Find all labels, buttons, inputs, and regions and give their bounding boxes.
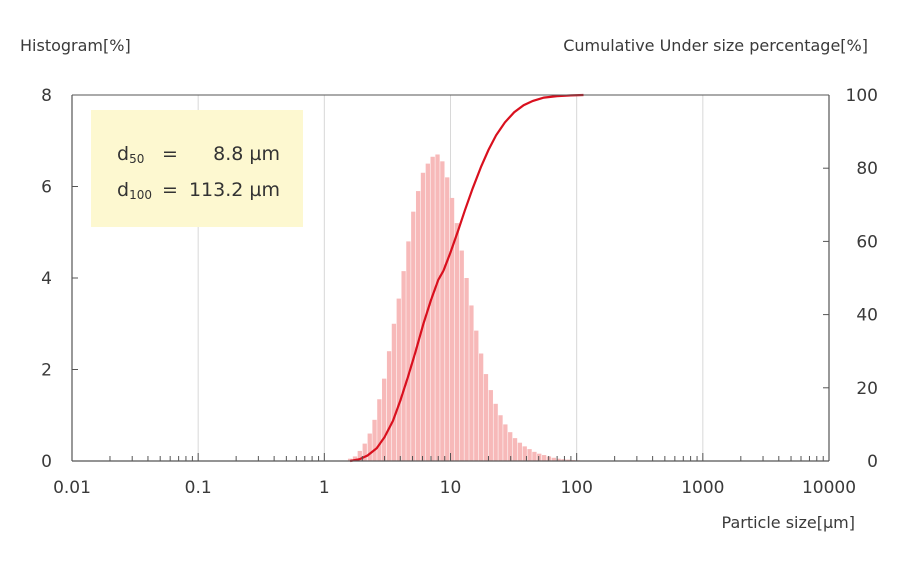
left-axis-title: Histogram[%] (20, 36, 131, 55)
histogram-bar (508, 432, 513, 461)
x-tick-label: 1 (319, 478, 330, 498)
right-tick-label: 40 (856, 306, 878, 326)
histogram-bar (435, 154, 440, 461)
right-axis-title: Cumulative Under size percentage[%] (563, 36, 868, 55)
histogram-bar (493, 403, 498, 461)
histogram-bar (474, 330, 479, 461)
histogram-bar (377, 399, 382, 461)
histogram-bar (537, 453, 542, 461)
left-tick-label: 2 (41, 361, 52, 381)
histogram-bar (503, 424, 508, 461)
histogram-bar (551, 457, 556, 461)
x-tick-label: 10000 (802, 478, 856, 498)
histogram-bar (459, 250, 464, 461)
right-tick-label: 0 (867, 452, 878, 472)
x-tick-label: 10 (440, 478, 462, 498)
d100-value: 113.2 µm (189, 179, 280, 201)
histogram-bar (483, 374, 489, 461)
d100-equals: = (162, 179, 178, 201)
histogram-bar (561, 459, 566, 461)
right-tick-label: 60 (856, 232, 878, 252)
histogram-bar (488, 390, 493, 461)
x-axis-title: Particle size[µm] (722, 513, 855, 532)
histogram-bar (386, 351, 392, 461)
histogram-bar (411, 211, 416, 461)
histogram-bar (382, 378, 387, 461)
right-tick-label: 100 (846, 86, 878, 106)
x-tick-label: 1000 (681, 478, 724, 498)
histogram-bar (440, 161, 445, 461)
histogram-bar (469, 305, 474, 461)
histogram-bars (347, 154, 590, 461)
histogram-bar (464, 278, 469, 461)
left-tick-label: 6 (41, 178, 52, 198)
histogram-bar (406, 241, 411, 461)
histogram-bar (415, 191, 421, 461)
d50-label: d50 (117, 143, 144, 166)
histogram-bar (445, 177, 450, 461)
histogram-bar (352, 456, 358, 461)
right-tick-label: 20 (856, 379, 878, 399)
x-tick-label: 0.01 (53, 478, 91, 498)
histogram-bar (347, 458, 353, 461)
x-tick-label: 0.1 (185, 478, 212, 498)
histogram-bar (541, 455, 547, 461)
left-tick-label: 4 (41, 269, 52, 289)
histogram-bar (372, 419, 377, 461)
histogram-bar (566, 459, 571, 461)
histogram-bar (362, 443, 367, 461)
histogram-bar (532, 451, 537, 461)
histogram-bar (498, 415, 503, 461)
histogram-bar (391, 323, 397, 461)
histogram-bar (367, 433, 372, 461)
histogram-bar (420, 172, 426, 461)
histogram-bar (512, 438, 518, 461)
histogram-bar (522, 446, 527, 461)
histogram-bar (396, 298, 401, 461)
histogram-bar (527, 449, 532, 461)
x-tick-label: 100 (560, 478, 592, 498)
d50-value: 8.8 µm (213, 143, 280, 165)
cumulative-curve (349, 93, 584, 463)
histogram-bar (478, 353, 484, 461)
right-tick-label: 80 (856, 159, 878, 179)
left-tick-label: 8 (41, 86, 52, 106)
histogram-bar (401, 271, 406, 461)
d50-equals: = (162, 143, 178, 165)
stats-box-background (91, 110, 303, 227)
histogram-bar (454, 223, 460, 461)
histogram-bar (357, 450, 362, 461)
histogram-bar (449, 197, 455, 461)
d100-label: d100 (117, 179, 152, 202)
histogram-bar (430, 156, 435, 461)
stats-box: d50 = 8.8 µm d100 = 113.2 µm (91, 110, 303, 227)
histogram-bar (556, 458, 561, 461)
histogram-bar (517, 442, 523, 461)
left-tick-label: 0 (41, 452, 52, 472)
